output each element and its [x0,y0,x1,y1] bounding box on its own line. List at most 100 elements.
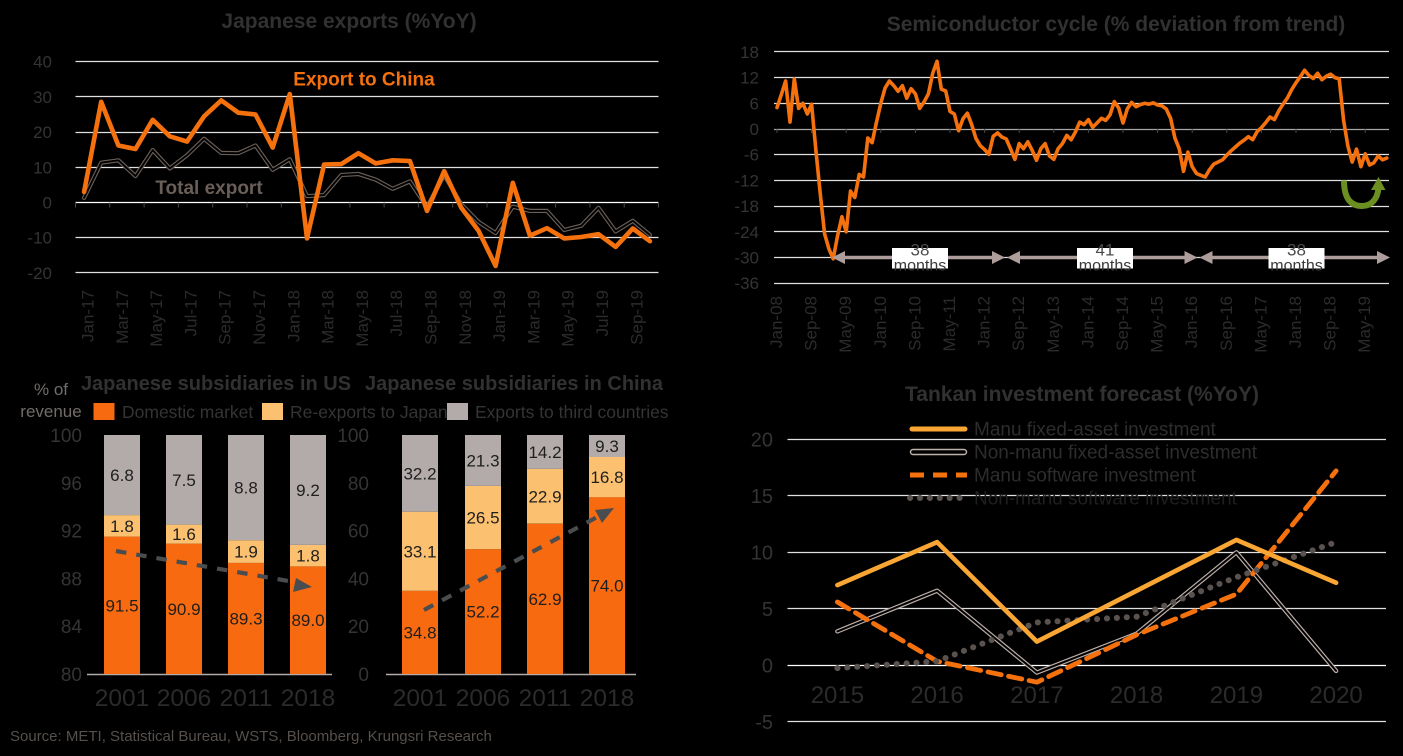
svg-text:Sep-18: Sep-18 [1321,296,1340,351]
svg-text:62.9: 62.9 [528,590,561,609]
svg-text:0: 0 [358,665,369,686]
svg-text:Sep-19: Sep-19 [627,290,646,345]
svg-text:2016: 2016 [910,682,963,709]
svg-text:revenue: revenue [20,402,81,421]
svg-text:Jan-16: Jan-16 [1182,296,1201,348]
svg-text:Non-manu software investment: Non-manu software investment [974,489,1238,510]
svg-text:22.9: 22.9 [528,487,561,506]
svg-text:2001: 2001 [393,685,448,712]
svg-text:Total export: Total export [155,178,263,199]
svg-text:38: 38 [1287,241,1306,260]
svg-text:1.9: 1.9 [234,543,258,562]
svg-text:30: 30 [33,88,52,107]
svg-text:38: 38 [911,241,930,260]
svg-text:months: months [1079,258,1131,275]
svg-text:Sep-12: Sep-12 [1009,296,1028,351]
svg-text:89.0: 89.0 [291,611,324,630]
svg-text:41: 41 [1096,241,1115,260]
svg-text:Japanese subsidiaries in China: Japanese subsidiaries in China [365,373,664,395]
svg-text:91.5: 91.5 [105,596,138,615]
svg-text:months: months [1270,258,1322,275]
svg-text:Jan-10: Jan-10 [871,296,890,348]
svg-text:Mar-19: Mar-19 [524,290,543,344]
svg-text:Exports to third countries: Exports to third countries [475,402,669,422]
svg-text:6.8: 6.8 [110,466,134,485]
svg-text:60: 60 [348,522,369,543]
svg-text:80: 80 [348,474,369,495]
svg-text:Mar-17: Mar-17 [113,290,132,344]
svg-text:33.1: 33.1 [403,542,436,561]
svg-text:-10: -10 [27,229,52,248]
svg-text:Sep-08: Sep-08 [802,296,821,351]
svg-text:Sep-18: Sep-18 [421,290,440,345]
svg-text:-20: -20 [27,264,52,283]
svg-text:-12: -12 [734,171,759,190]
svg-text:2018: 2018 [580,685,635,712]
svg-text:May-17: May-17 [1251,296,1270,353]
svg-text:Jul-17: Jul-17 [181,290,200,336]
svg-text:1.8: 1.8 [110,517,134,536]
svg-text:% of: % of [34,380,68,399]
svg-text:21.3: 21.3 [466,452,499,471]
svg-text:14.2: 14.2 [528,443,561,462]
svg-text:Jan-18: Jan-18 [1286,296,1305,348]
svg-text:May-19: May-19 [1355,296,1374,353]
svg-text:2020: 2020 [1309,682,1362,709]
svg-text:May-13: May-13 [1044,296,1063,353]
svg-text:5: 5 [762,599,773,621]
svg-text:2006: 2006 [456,685,511,712]
svg-text:-24: -24 [734,223,759,242]
svg-text:Jan-19: Jan-19 [490,290,509,342]
svg-text:0: 0 [43,194,52,213]
svg-text:90.9: 90.9 [167,600,200,619]
svg-text:-36: -36 [734,274,759,293]
svg-text:Source: METI, Statistical Bure: Source: METI, Statistical Bureau, WSTS, … [10,728,492,745]
svg-text:92: 92 [61,522,82,543]
svg-text:34.8: 34.8 [403,623,436,642]
svg-text:9.3: 9.3 [595,437,619,456]
svg-text:May-09: May-09 [836,296,855,353]
svg-text:May-19: May-19 [559,290,578,347]
svg-text:20: 20 [348,617,369,638]
svg-text:16.8: 16.8 [590,468,623,487]
svg-text:74.0: 74.0 [590,577,623,596]
svg-text:-5: -5 [755,712,773,734]
svg-text:2006: 2006 [157,685,212,712]
svg-text:Japanese subsidiaries in US: Japanese subsidiaries in US [81,373,351,395]
svg-text:Jul-18: Jul-18 [387,290,406,336]
svg-text:9.2: 9.2 [296,481,320,500]
svg-text:May-18: May-18 [353,290,372,347]
svg-text:40: 40 [348,569,369,590]
svg-text:May-17: May-17 [147,290,166,347]
svg-text:1.8: 1.8 [296,547,320,566]
svg-text:88: 88 [61,569,82,590]
svg-text:10: 10 [751,542,773,564]
svg-text:Japanese exports (%YoY): Japanese exports (%YoY) [221,10,476,33]
svg-text:Nov-18: Nov-18 [456,290,475,345]
svg-text:Sep-17: Sep-17 [216,290,235,345]
svg-text:Export to China: Export to China [293,70,435,91]
svg-text:May-11: May-11 [940,296,959,351]
svg-text:96: 96 [61,474,82,495]
svg-text:Re-exports to Japan: Re-exports to Japan [290,402,448,422]
svg-text:Nov-17: Nov-17 [250,290,269,345]
svg-text:-6: -6 [744,146,759,165]
svg-text:2018: 2018 [281,685,336,712]
svg-text:20: 20 [33,123,52,142]
svg-text:18: 18 [740,43,759,62]
svg-text:2015: 2015 [811,682,864,709]
svg-text:Domestic market: Domestic market [122,402,253,422]
svg-text:2001: 2001 [95,685,150,712]
svg-text:Tankan investment forecast (%Y: Tankan investment forecast (%YoY) [905,383,1259,406]
svg-text:Jan-18: Jan-18 [284,290,303,342]
svg-text:Jan-12: Jan-12 [975,296,994,348]
svg-text:Non-manu fixed-asset investmen: Non-manu fixed-asset investment [974,443,1258,464]
svg-text:20: 20 [751,429,773,451]
svg-text:2017: 2017 [1010,682,1063,709]
svg-text:2011: 2011 [519,685,572,712]
svg-text:7.5: 7.5 [172,471,196,490]
svg-text:1.6: 1.6 [172,525,196,544]
svg-text:52.2: 52.2 [466,603,499,622]
svg-text:12: 12 [740,69,759,88]
svg-text:Sep-16: Sep-16 [1217,296,1236,351]
